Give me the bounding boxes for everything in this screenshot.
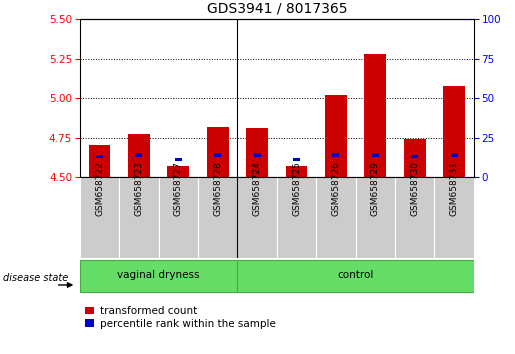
Bar [451,153,458,157]
Bar [80,177,119,258]
Bar [237,260,474,292]
Bar [435,177,474,258]
Bar [207,127,229,177]
Bar [214,153,221,157]
Title: GDS3941 / 8017365: GDS3941 / 8017365 [207,1,347,16]
Bar [365,54,386,177]
Text: GSM658726: GSM658726 [332,161,340,216]
Bar [119,177,159,258]
Text: GSM658730: GSM658730 [410,161,419,216]
Bar [167,166,189,177]
Bar [253,153,261,157]
Text: GSM658725: GSM658725 [292,161,301,216]
Bar [443,86,465,177]
Bar [372,153,379,157]
Bar [80,260,237,292]
Bar [395,177,435,258]
Text: GSM658724: GSM658724 [253,161,262,216]
Bar [316,177,356,258]
Text: GSM658722: GSM658722 [95,161,104,216]
Bar [198,177,237,258]
Bar [246,128,268,177]
Bar [277,177,316,258]
Text: vaginal dryness: vaginal dryness [117,270,200,280]
Text: GSM658723: GSM658723 [134,161,143,216]
Text: GSM658727: GSM658727 [174,161,183,216]
Text: GSM658728: GSM658728 [213,161,222,216]
Bar [286,166,307,177]
Bar [404,139,425,177]
Bar [293,158,300,161]
Text: GSM658731: GSM658731 [450,161,458,216]
Bar [332,153,339,157]
Bar [135,153,143,157]
Bar [356,177,395,258]
Text: GSM658729: GSM658729 [371,161,380,216]
Bar [96,155,103,158]
Bar [128,135,150,177]
Bar [325,95,347,177]
Legend: transformed count, percentile rank within the sample: transformed count, percentile rank withi… [85,306,276,329]
Bar [175,158,182,161]
Bar [411,155,418,158]
Bar [159,177,198,258]
Bar [89,145,110,177]
Text: disease state: disease state [3,273,68,283]
Bar [237,177,277,258]
Text: control: control [337,270,374,280]
